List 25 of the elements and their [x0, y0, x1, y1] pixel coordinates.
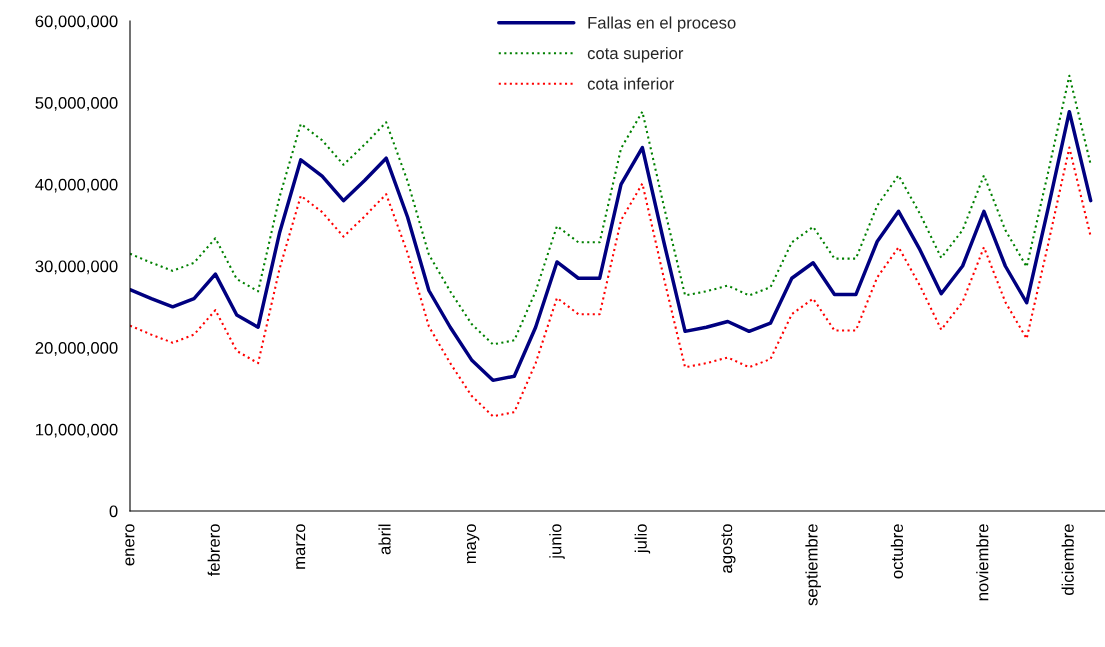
- y-tick-label: 30,000,000: [35, 260, 118, 275]
- x-tick-label: abril: [378, 524, 391, 555]
- legend-label: Fallas en el proceso: [588, 16, 736, 32]
- x-tick-label: mayo: [466, 524, 480, 564]
- line-series: [130, 146, 1092, 418]
- x-tick-label: diciembre: [1061, 524, 1074, 596]
- line-series: [130, 74, 1092, 346]
- line-series: [130, 109, 1093, 383]
- legend-label: cota superior: [587, 46, 684, 63]
- x-tick-label: junio: [549, 524, 565, 560]
- x-tick-label: noviembre: [976, 524, 989, 601]
- y-tick-label: 60,000,000: [35, 15, 118, 30]
- y-tick-label: 20,000,000: [35, 342, 118, 356]
- x-tick-label: agosto: [721, 524, 736, 573]
- x-tick-label: marzo: [296, 524, 306, 569]
- y-tick-label: 50,000,000: [35, 97, 118, 111]
- y-tick-label: 10,000,000: [36, 423, 118, 438]
- x-tick-label: octubre: [890, 524, 904, 579]
- x-tick-label: septiembre: [805, 524, 821, 606]
- x-tick-label: febrero: [207, 524, 220, 577]
- y-tick-label: 0: [109, 505, 118, 518]
- y-tick-label: 40,000,000: [35, 178, 118, 193]
- legend-label: cota inferior: [587, 77, 674, 90]
- x-tick-label: julio: [634, 524, 651, 554]
- x-tick-label: enero: [125, 524, 135, 566]
